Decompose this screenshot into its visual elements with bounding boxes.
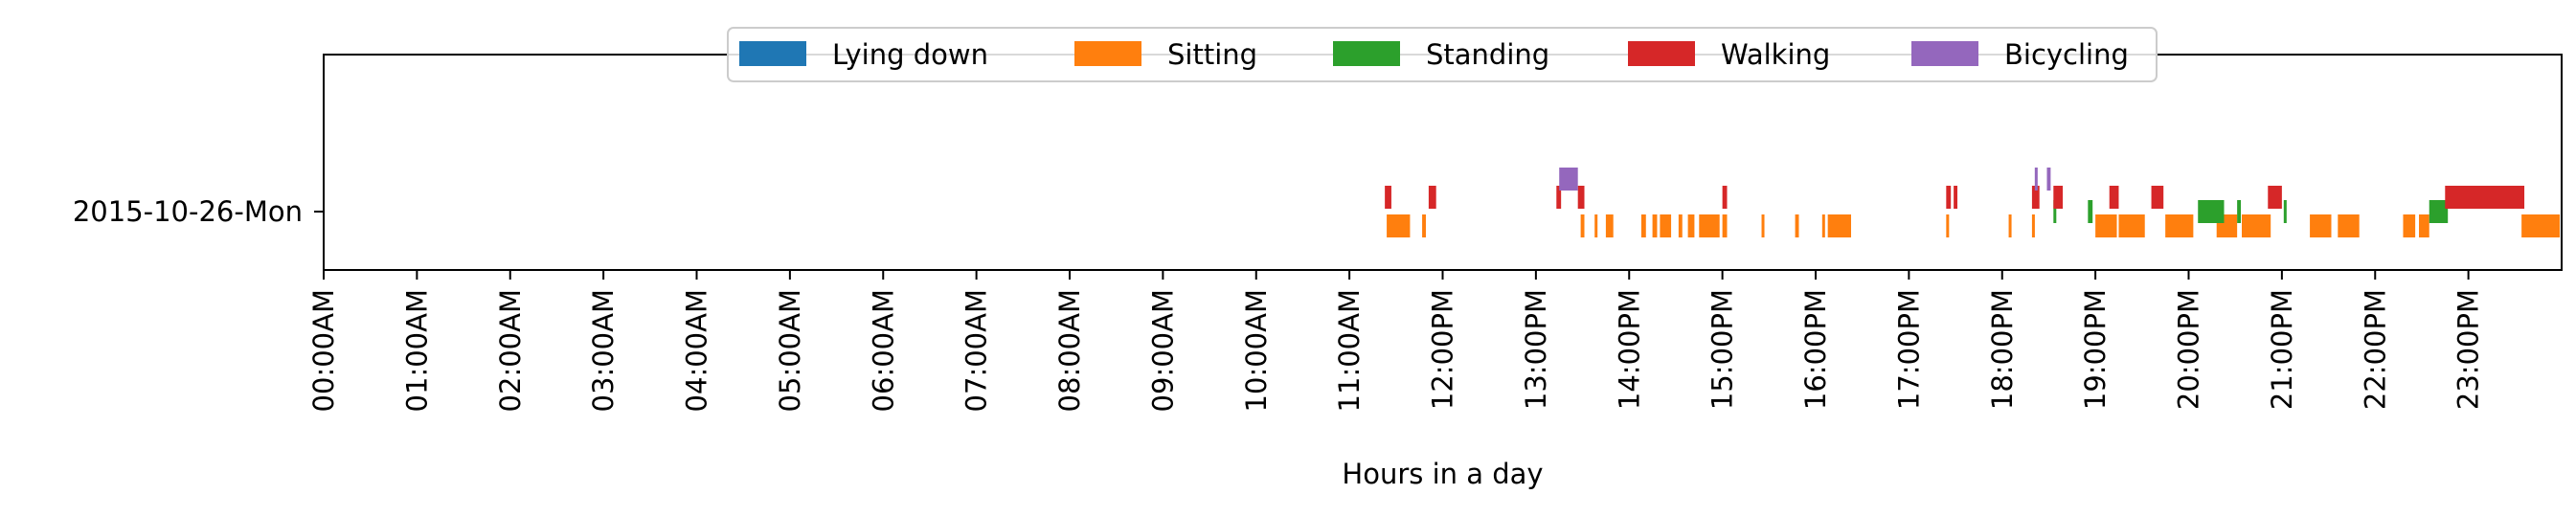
interval-standing	[2053, 200, 2057, 223]
interval-walking	[1556, 186, 1562, 209]
interval-sitting	[1678, 214, 1683, 237]
interval-sitting	[1687, 214, 1695, 237]
interval-sitting	[2008, 214, 2012, 237]
plot-frame	[323, 54, 2563, 271]
interval-sitting	[1795, 214, 1799, 237]
interval-walking	[1722, 186, 1728, 209]
x-tick-label: 10:00AM	[1240, 289, 1273, 412]
interval-walking	[1954, 186, 1958, 209]
interval-sitting	[1946, 214, 1950, 237]
x-tick-label: 23:00PM	[2452, 289, 2485, 410]
interval-walking	[2445, 186, 2525, 209]
interval-sitting	[1594, 214, 1598, 237]
x-axis-label: Hours in a day	[1342, 458, 1543, 490]
interval-bicycling	[2046, 168, 2051, 191]
legend-swatch	[739, 41, 806, 66]
activity-marks	[1385, 168, 2561, 237]
interval-sitting	[1387, 214, 1411, 237]
interval-bicycling	[1559, 168, 1578, 191]
interval-sitting	[1422, 214, 1426, 237]
interval-sitting	[1580, 214, 1585, 237]
interval-walking	[2053, 186, 2064, 209]
interval-sitting	[1827, 214, 1852, 237]
x-tick-label: 05:00AM	[774, 289, 806, 412]
legend-swatch	[1628, 41, 1695, 66]
x-tick-label: 12:00PM	[1427, 289, 1459, 410]
legend-label: Standing	[1426, 38, 1549, 71]
interval-sitting	[2031, 214, 2035, 237]
interval-standing	[2429, 200, 2449, 223]
interval-walking	[1428, 186, 1436, 209]
legend-label: Bicycling	[2004, 38, 2129, 71]
interval-walking	[1385, 186, 1391, 209]
legend-label: Walking	[1721, 38, 1830, 71]
legend: Lying down Sitting Standing Walking Bicyclin…	[727, 27, 2158, 82]
interval-sitting	[2242, 214, 2271, 237]
x-tick-label: 16:00PM	[1799, 289, 1832, 410]
interval-walking	[2109, 186, 2119, 209]
interval-sitting	[2521, 214, 2561, 237]
legend-label: Sitting	[1167, 38, 1257, 71]
interval-sitting	[1605, 214, 1614, 237]
interval-sitting	[1660, 214, 1672, 237]
legend-swatch	[1333, 41, 1400, 66]
x-tick-label: 03:00AM	[587, 289, 620, 412]
interval-sitting	[2118, 214, 2145, 237]
interval-walking	[1577, 186, 1585, 209]
interval-sitting	[1640, 214, 1646, 237]
interval-sitting	[2165, 214, 2194, 237]
interval-standing	[2237, 200, 2242, 223]
x-tick-label: 06:00AM	[867, 289, 899, 412]
interval-sitting	[2338, 214, 2360, 237]
x-tick-label: 19:00PM	[2079, 289, 2112, 410]
x-tick-label: 00:00AM	[307, 289, 340, 412]
interval-sitting	[2419, 214, 2429, 237]
interval-sitting	[1722, 214, 1728, 237]
x-tick-label: 21:00PM	[2266, 289, 2298, 410]
interval-walking	[2151, 186, 2164, 209]
x-axis: 00:00AM 01:00AM 02:00AM 03:00AM 04:00AM 05:00…	[307, 270, 2485, 412]
interval-sitting	[1821, 214, 1825, 237]
interval-sitting	[1761, 214, 1765, 237]
interval-walking	[2268, 186, 2282, 209]
interval-sitting	[1652, 214, 1658, 237]
x-tick-label: 22:00PM	[2359, 289, 2391, 410]
legend-swatch	[1074, 41, 1141, 66]
interval-walking	[2031, 186, 2040, 209]
x-tick-label: 02:00AM	[494, 289, 527, 412]
interval-sitting	[2095, 214, 2117, 237]
x-tick-label: 07:00AM	[960, 289, 993, 412]
x-tick-label: 09:00AM	[1146, 289, 1179, 412]
x-tick-label: 14:00PM	[1613, 289, 1645, 410]
interval-walking	[1946, 186, 1952, 209]
x-tick-label: 11:00AM	[1333, 289, 1366, 412]
y-tick-label: 2015-10-26-Mon	[73, 195, 303, 228]
x-tick-label: 13:00PM	[1520, 289, 1552, 410]
interval-sitting	[1699, 214, 1720, 237]
x-tick-label: 18:00PM	[1986, 289, 2019, 410]
x-tick-label: 20:00PM	[2173, 289, 2205, 410]
interval-standing	[2198, 200, 2225, 223]
x-tick-label: 17:00PM	[1892, 289, 1925, 410]
x-tick-label: 04:00AM	[681, 289, 713, 412]
legend-swatch	[1911, 41, 1978, 66]
interval-standing	[2088, 200, 2093, 223]
interval-standing	[2283, 200, 2287, 223]
x-tick-label: 08:00AM	[1053, 289, 1086, 412]
interval-sitting	[2310, 214, 2332, 237]
interval-sitting	[2403, 214, 2416, 237]
x-tick-label: 15:00PM	[1706, 289, 1739, 410]
x-tick-label: 01:00AM	[400, 289, 433, 412]
legend-label: Lying down	[832, 38, 988, 71]
interval-bicycling	[2034, 168, 2038, 191]
y-axis: 2015-10-26-Mon	[73, 195, 324, 228]
